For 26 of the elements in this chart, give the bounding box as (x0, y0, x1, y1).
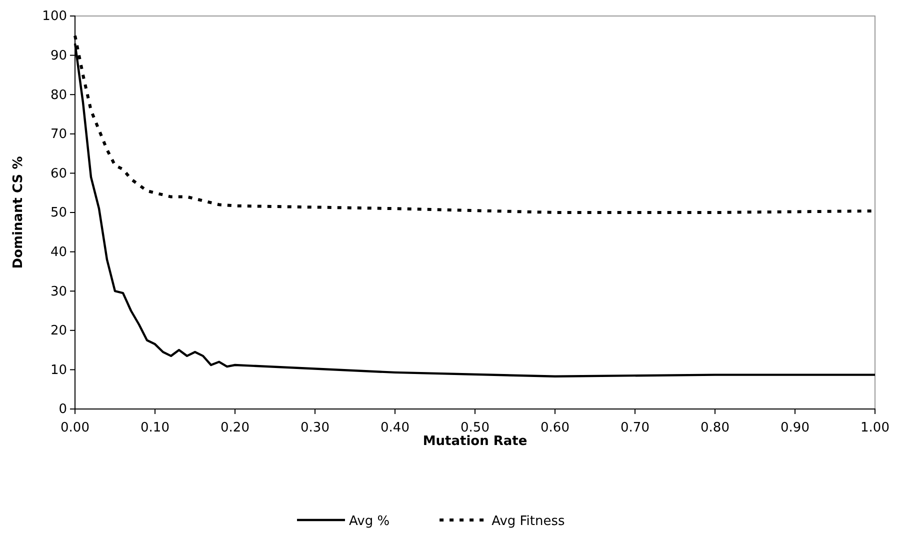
y-tick-label: 100 (42, 9, 67, 24)
x-tick-label: 0.60 (540, 420, 570, 436)
y-tick-label: 20 (50, 324, 67, 339)
x-tick-label: 0.10 (140, 420, 170, 436)
x-tick-label: 0.50 (460, 420, 490, 436)
y-tick-label: 90 (50, 48, 67, 64)
y-tick-label: 80 (50, 88, 67, 103)
legend-label: Avg % (349, 514, 390, 529)
x-tick-label: 1.00 (860, 420, 890, 436)
x-axis-title: Mutation Rate (422, 434, 528, 449)
legend-label: Avg Fitness (492, 514, 566, 529)
x-tick-label: 0.70 (620, 420, 650, 436)
y-tick-label: 50 (50, 206, 67, 221)
x-tick-label: 0.90 (780, 420, 810, 436)
x-tick-label: 0.00 (60, 420, 90, 436)
y-tick-label: 0 (58, 402, 67, 418)
x-tick-label: 0.40 (380, 420, 410, 436)
y-tick-label: 30 (50, 284, 67, 300)
x-tick-label: 0.30 (300, 420, 330, 436)
y-tick-label: 70 (50, 127, 67, 142)
y-tick-label: 40 (50, 244, 67, 260)
y-tick-label: 10 (50, 362, 67, 378)
y-tick-label: 60 (50, 166, 67, 182)
x-tick-label: 0.20 (220, 420, 250, 436)
y-axis-title: Dominant CS % (11, 156, 26, 269)
x-tick-label: 0.80 (700, 420, 730, 436)
